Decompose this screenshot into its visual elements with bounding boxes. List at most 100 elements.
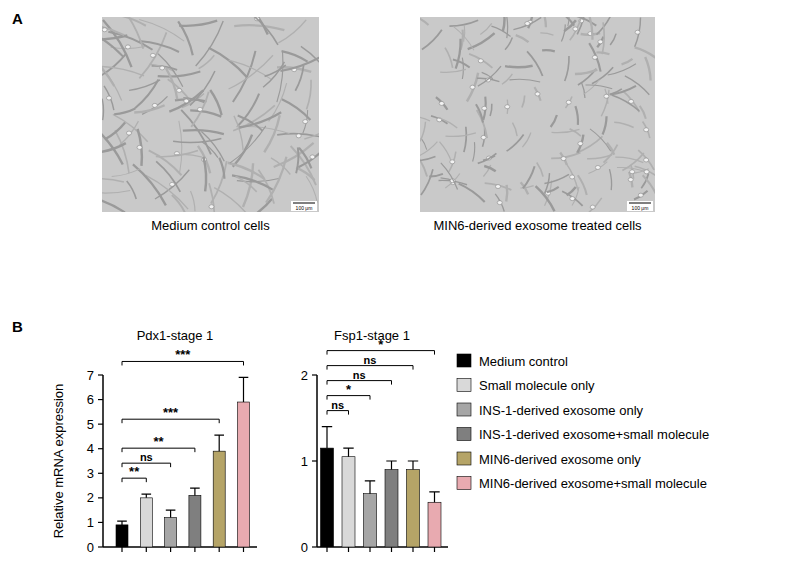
bar (364, 494, 377, 547)
cell (643, 175, 655, 198)
cell (441, 163, 458, 190)
bar (189, 495, 201, 547)
chart-title: Pdx1-stage 1 (137, 328, 214, 343)
cell (540, 33, 553, 35)
cell (178, 21, 193, 55)
cell-body (638, 193, 643, 197)
cell-body (102, 28, 107, 32)
significance-label: ns (364, 354, 377, 366)
cell (456, 39, 461, 69)
image-caption: MIN6-derived exosome treated cells (433, 218, 642, 233)
cell (522, 95, 525, 107)
cell-body (644, 170, 649, 174)
cell-body (152, 103, 157, 107)
x-tick (219, 547, 220, 552)
significance-label: ns (140, 451, 153, 463)
cell (295, 65, 303, 90)
error-bar (239, 377, 249, 402)
cell (230, 126, 266, 163)
cell (251, 17, 278, 45)
cell (420, 156, 435, 160)
cell (609, 86, 636, 95)
cell (609, 169, 611, 190)
cell-body (160, 66, 165, 70)
cell (263, 62, 284, 88)
cell (104, 86, 114, 110)
cell (603, 145, 617, 163)
cell-body (481, 135, 486, 139)
x-tick (146, 547, 147, 552)
cell (445, 48, 453, 68)
x-tick (412, 547, 413, 552)
cell (436, 97, 448, 110)
panel-label: A (12, 10, 23, 27)
cell (133, 164, 166, 205)
cell (102, 58, 122, 100)
cells (420, 17, 655, 212)
cell-body (439, 101, 444, 105)
cell-body (505, 105, 510, 109)
cell (469, 54, 492, 68)
cell (190, 71, 215, 106)
cell (523, 166, 535, 188)
cell (174, 154, 202, 157)
cell (560, 152, 567, 164)
y-tick (98, 448, 103, 449)
legend-label: Medium control (479, 354, 568, 369)
significance-bracket (327, 366, 413, 370)
cell-body (630, 170, 635, 174)
cell (234, 116, 243, 151)
cell (306, 176, 317, 202)
cell (513, 17, 541, 29)
cell-body (561, 157, 566, 161)
cell (139, 19, 184, 41)
cell (635, 18, 641, 47)
cell (464, 127, 466, 152)
cell (467, 73, 478, 102)
cell (234, 25, 284, 30)
error-bar (142, 494, 152, 498)
cell (156, 151, 198, 157)
y-tick-label: 3 (87, 466, 94, 481)
y-tick-label: 2 (87, 490, 94, 505)
cell (490, 104, 492, 116)
x-tick (434, 547, 435, 552)
cell (134, 105, 164, 112)
cell (158, 54, 183, 87)
cell (615, 157, 643, 162)
x-tick (170, 547, 171, 552)
y-tick (98, 374, 103, 375)
y-tick-label: 0 (301, 540, 308, 555)
cell (201, 132, 224, 162)
cell (584, 198, 602, 212)
significance-label: *** (175, 347, 191, 362)
cell (612, 95, 640, 111)
legend-swatch (457, 403, 471, 416)
cell (439, 142, 451, 162)
cell (214, 188, 247, 212)
x-tick (326, 547, 327, 552)
cell (473, 142, 475, 161)
cell (439, 118, 458, 128)
cell-body (635, 30, 640, 34)
cell (547, 187, 559, 193)
significance-label: ** (153, 434, 164, 449)
cell (445, 174, 459, 188)
error-bar (190, 488, 200, 495)
cell (135, 79, 159, 108)
error-bar (214, 435, 224, 451)
cell (179, 121, 182, 174)
scale-bar-label: 100 μm (296, 205, 313, 211)
bar (385, 470, 398, 547)
cell (597, 37, 603, 48)
y-tick-label: 4 (87, 441, 94, 456)
cells (102, 17, 319, 212)
error-bar (343, 448, 353, 457)
cell (545, 173, 550, 193)
cell (635, 166, 655, 177)
cell-body (628, 178, 633, 182)
cell (603, 116, 607, 134)
scale-bar-box (291, 201, 317, 211)
cell (513, 123, 518, 136)
scale-bar-label: 100 μm (632, 205, 649, 211)
